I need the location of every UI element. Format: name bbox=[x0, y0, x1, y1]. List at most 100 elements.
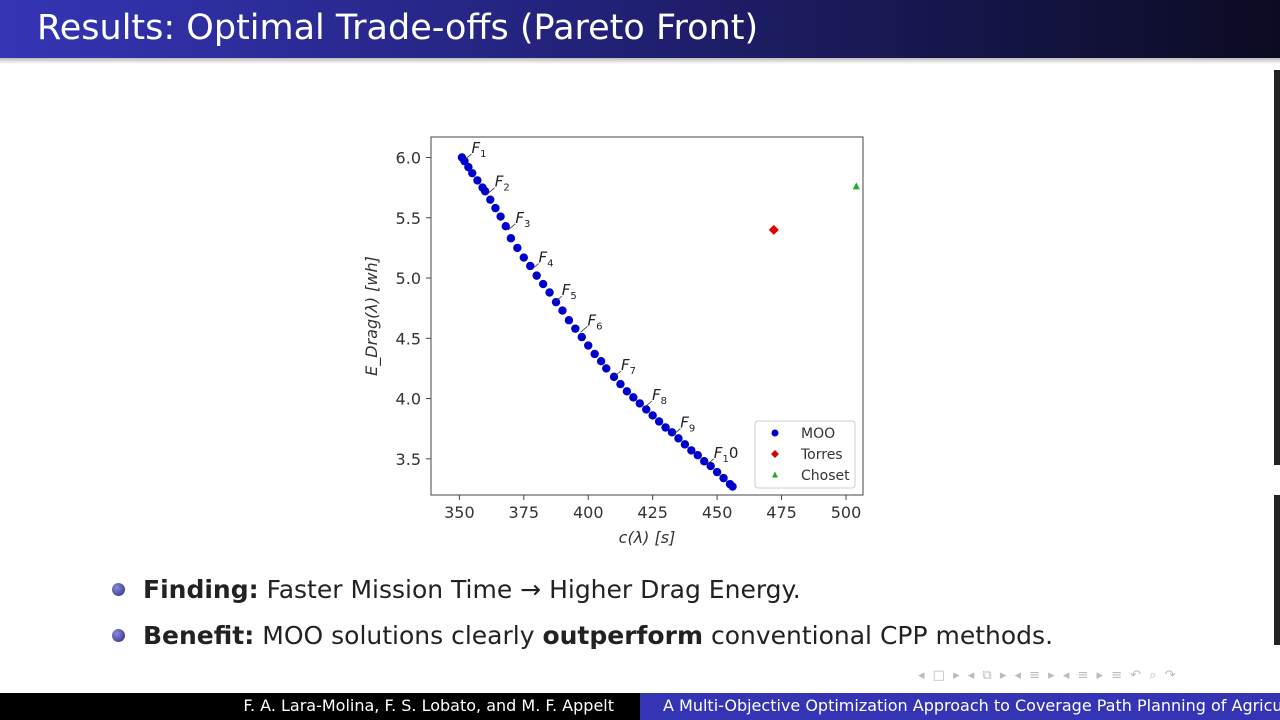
y-tick-label: 4.0 bbox=[396, 390, 421, 409]
torres-point bbox=[768, 224, 779, 235]
moo-point bbox=[571, 324, 580, 333]
moo-point bbox=[464, 162, 473, 172]
moo-point bbox=[513, 243, 522, 253]
title-shadow bbox=[0, 58, 1280, 64]
annotation-label: F3 bbox=[515, 209, 530, 230]
annotation-letter: F bbox=[562, 281, 571, 299]
bullet-icon bbox=[112, 582, 125, 596]
moo-point bbox=[564, 316, 574, 325]
moo-point bbox=[629, 393, 638, 402]
slide-title: Results: Optimal Trade-offs (Pareto Fron… bbox=[37, 8, 759, 48]
y-axis-label: E_Drag(λ) [wh] bbox=[362, 256, 382, 376]
moo-point bbox=[590, 349, 599, 359]
annotation-label: F5 bbox=[562, 281, 577, 302]
moo-point bbox=[654, 417, 664, 426]
moo-point bbox=[496, 212, 505, 221]
annotation-sub: 8 bbox=[661, 396, 667, 407]
moo-point bbox=[545, 288, 554, 297]
moo-point bbox=[642, 405, 651, 414]
bullet-text: MOO solutions clearly bbox=[262, 620, 543, 650]
legend-marker-torres bbox=[771, 450, 779, 458]
moo-point bbox=[473, 176, 482, 185]
bullet-emphasis: outperform bbox=[542, 620, 703, 650]
annotation-arrow bbox=[554, 295, 562, 303]
subsection-nav-icon[interactable]: ◂ ⧉ ▸ bbox=[967, 668, 1009, 683]
moo-point bbox=[532, 271, 541, 280]
moo-point bbox=[486, 195, 495, 204]
align-icon[interactable]: ≡ bbox=[1111, 668, 1125, 683]
bullet-list: Finding: Faster Mission Time → Higher Dr… bbox=[112, 566, 1053, 658]
annotation-label: F10 bbox=[714, 444, 739, 465]
annotation-letter: F bbox=[495, 173, 504, 191]
annotation-sub: 1 bbox=[722, 454, 728, 465]
annotation-letter: F bbox=[621, 356, 630, 374]
annotation-sub: 3 bbox=[524, 219, 530, 230]
annotation-letter: F bbox=[587, 311, 596, 329]
subsubsection-nav-icon[interactable]: ◂ ≡ ▸ bbox=[1062, 668, 1106, 683]
moo-point bbox=[526, 261, 535, 271]
title-bar: Results: Optimal Trade-offs (Pareto Fron… bbox=[0, 0, 1280, 64]
moo-point bbox=[648, 411, 657, 420]
moo-point bbox=[719, 473, 728, 483]
annotation-letter: F bbox=[652, 386, 661, 404]
annotation-sub: 5 bbox=[570, 291, 576, 302]
moo-point bbox=[667, 428, 677, 437]
moo-point bbox=[558, 306, 567, 315]
x-tick-label: 425 bbox=[637, 503, 668, 522]
annotation-sub: 4 bbox=[547, 259, 553, 270]
choset-point bbox=[852, 182, 860, 190]
moo-point bbox=[491, 203, 500, 213]
moo-point bbox=[480, 187, 490, 196]
annotation-sub: 1 bbox=[480, 149, 486, 160]
footer-authors-panel: F. A. Lara-Molina, F. S. Lobato, and M. … bbox=[0, 693, 640, 720]
annotation-letter: F bbox=[472, 139, 481, 157]
footer-talk-title: A Multi-Objective Optimization Approach … bbox=[663, 696, 1280, 715]
legend-marker-moo bbox=[771, 429, 779, 437]
section-nav-icon[interactable]: ◂ ≡ ▸ bbox=[1014, 668, 1057, 683]
moo-point bbox=[693, 451, 702, 460]
moo-point bbox=[506, 234, 516, 243]
x-tick-label: 375 bbox=[509, 503, 540, 522]
bullet-icon bbox=[112, 628, 125, 642]
moo-point bbox=[706, 461, 715, 471]
moo-point bbox=[700, 457, 709, 466]
footer-authors: F. A. Lara-Molina, F. S. Lobato, and M. … bbox=[243, 696, 614, 715]
bullet-text-end: conventional CPP methods. bbox=[703, 620, 1054, 650]
moo-point bbox=[680, 440, 690, 449]
annotation-arrow bbox=[673, 428, 681, 436]
x-tick-label: 400 bbox=[573, 503, 604, 522]
search-back-forward-icon[interactable]: ↶ ⌕ ↷ bbox=[1130, 668, 1178, 683]
annotation-sub: 6 bbox=[596, 321, 602, 332]
frame-prev-next-icon[interactable]: ◂ □ ▸ bbox=[918, 668, 962, 683]
moo-point bbox=[712, 467, 722, 477]
y-tick-label: 5.0 bbox=[396, 269, 421, 288]
annotation-letter: F bbox=[515, 209, 524, 227]
moo-point bbox=[584, 341, 593, 350]
footer-title-panel: A Multi-Objective Optimization Approach … bbox=[640, 693, 1280, 720]
annotation-sub: 7 bbox=[630, 366, 636, 377]
annotation-arrow bbox=[508, 223, 516, 231]
y-tick-label: 5.5 bbox=[396, 209, 421, 228]
x-tick-label: 350 bbox=[444, 503, 475, 522]
annotation-arrow bbox=[580, 325, 588, 333]
x-tick-label: 500 bbox=[831, 503, 862, 522]
legend: MOO Torres Choset bbox=[754, 420, 856, 489]
footer: F. A. Lara-Molina, F. S. Lobato, and M. … bbox=[0, 693, 1280, 720]
moo-point bbox=[674, 434, 683, 443]
legend-label: MOO bbox=[801, 426, 835, 442]
annotation-letter: F bbox=[680, 414, 689, 432]
moo-point bbox=[468, 168, 477, 178]
annotation-label: F9 bbox=[680, 414, 695, 435]
x-tick-label: 475 bbox=[766, 503, 797, 522]
annotation-arrow bbox=[706, 458, 715, 466]
x-axis-label: c(λ) [s] bbox=[619, 528, 676, 547]
beamer-navigation: ◂ □ ▸ ◂ ⧉ ▸ ◂ ≡ ▸ ◂ ≡ ▸ ≡ ↶ ⌕ ↷ bbox=[918, 668, 1178, 683]
moo-point bbox=[602, 364, 611, 373]
legend-label: Choset bbox=[801, 468, 850, 484]
annotation-label: F2 bbox=[495, 173, 510, 194]
moo-point bbox=[538, 279, 548, 289]
annotation-arrow bbox=[644, 400, 653, 408]
moo-point bbox=[635, 399, 644, 408]
moo-point bbox=[596, 357, 606, 366]
moo-point bbox=[687, 446, 696, 455]
